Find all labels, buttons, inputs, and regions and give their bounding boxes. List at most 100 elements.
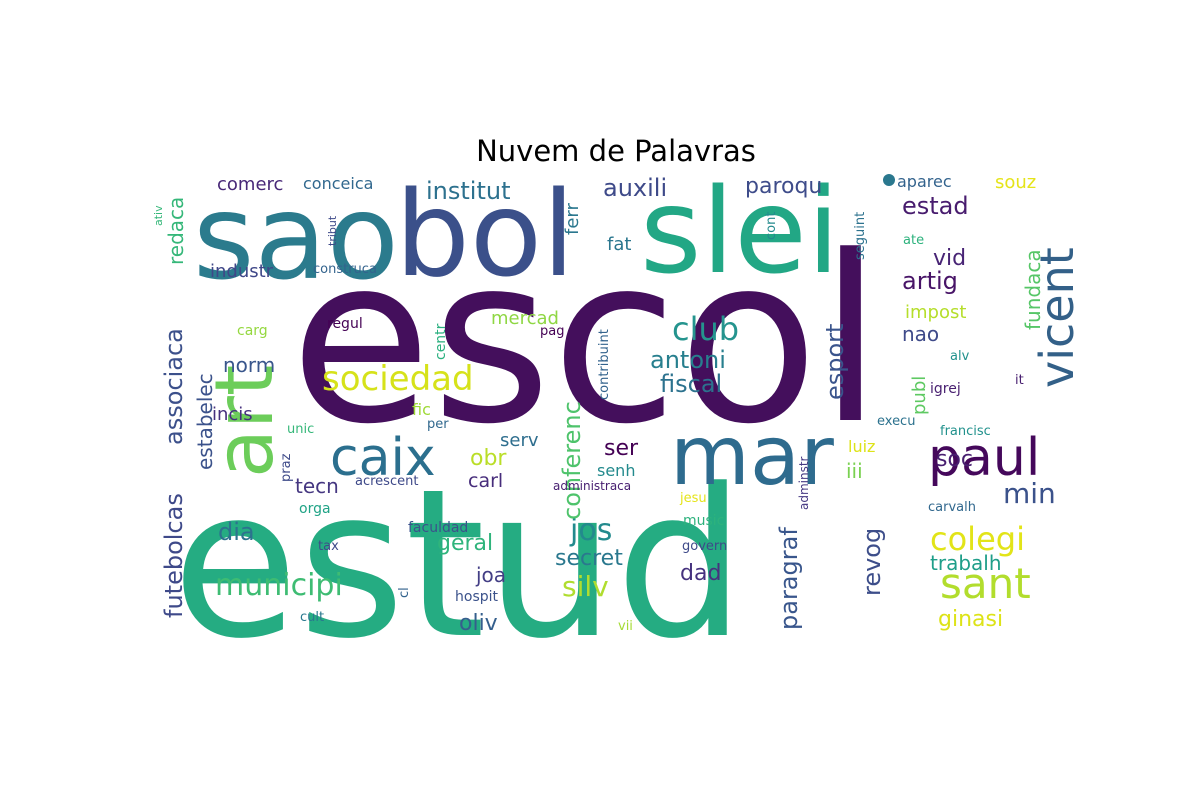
- word-vicent: vicent: [1030, 247, 1084, 388]
- dot-mark: [883, 174, 895, 186]
- word-ginasi: ginasi: [938, 607, 1003, 632]
- word-bol: bol: [395, 165, 575, 303]
- word-incis: incis: [212, 404, 253, 425]
- word-carvalh: carvalh: [928, 500, 976, 515]
- word-joa: joa: [475, 563, 506, 587]
- chart-title: Nuvem de Palavras: [476, 134, 756, 168]
- word-fat: fat: [607, 234, 631, 255]
- word-centr: centr: [433, 323, 449, 360]
- word-dia: dia: [218, 518, 255, 546]
- word-municipi: municipi: [215, 568, 343, 603]
- word-paragraf: paragraf: [775, 527, 803, 630]
- word-music: music: [683, 513, 724, 529]
- word-tax: tax: [318, 539, 339, 554]
- word-caix: caix: [330, 428, 436, 488]
- word-administraca: administraca: [553, 479, 631, 493]
- word-contribuint: contribuint: [597, 329, 612, 400]
- word-revog: revog: [858, 528, 886, 596]
- word-esport: esport: [821, 324, 849, 400]
- word-associaca: associaca: [160, 328, 188, 445]
- word-acrescent: acrescent: [355, 474, 418, 489]
- word-orga: orga: [299, 501, 331, 517]
- word-jos: jos: [569, 513, 612, 548]
- word-fic: fic: [412, 400, 431, 419]
- word-conferenc: conferenc: [558, 401, 586, 520]
- word-soc: soc: [936, 447, 973, 472]
- word-vid: vid: [933, 246, 966, 271]
- word-govern: govern: [682, 539, 727, 554]
- word-colegi: colegi: [930, 520, 1025, 558]
- word-iii: iii: [846, 459, 863, 483]
- word-adminstr: adminstr: [797, 456, 811, 510]
- word-oliv: oliv: [459, 611, 498, 636]
- word-faculdad: faculdad: [408, 520, 468, 536]
- word-sociedad: sociedad: [322, 359, 474, 399]
- word-publ: publ: [909, 376, 930, 415]
- word-geral: geral: [437, 531, 493, 556]
- word-club: club: [672, 310, 739, 348]
- word-luiz: luiz: [848, 437, 875, 456]
- word-vii: vii: [618, 619, 633, 634]
- word-francisc: francisc: [940, 424, 991, 439]
- word-execu: execu: [877, 414, 915, 429]
- word-fiscal: fiscal: [660, 370, 722, 398]
- word-tecn: tecn: [295, 474, 339, 498]
- word-carl: carl: [468, 470, 503, 492]
- word-aparec: aparec: [897, 172, 952, 191]
- word-futebolcas: futebolcas: [160, 493, 188, 618]
- word-fundaca: fundaca: [1021, 249, 1045, 330]
- word-norm: norm: [223, 353, 275, 377]
- word-comerc: comerc: [217, 174, 283, 195]
- word-mar: mar: [670, 409, 834, 504]
- word-paroqu: paroqu: [745, 174, 822, 199]
- word-igrej: igrej: [930, 381, 961, 397]
- word-estad: estad: [902, 192, 969, 220]
- word-impost: impost: [905, 302, 966, 323]
- word-seguint: seguint: [853, 212, 868, 260]
- word-unic: unic: [287, 422, 314, 437]
- word-art: art: [198, 365, 291, 478]
- word-silv: silv: [562, 570, 609, 603]
- word-paul: paul: [928, 428, 1040, 488]
- word-ferr: ferr: [562, 203, 583, 235]
- word-redaca: redaca: [164, 197, 188, 265]
- word-auxili: auxili: [603, 174, 667, 202]
- word-cont: cont: [764, 212, 779, 240]
- word-ativ: ativ: [152, 205, 165, 226]
- word-mercad: mercad: [491, 308, 559, 329]
- word-jesu: jesu: [679, 491, 707, 506]
- word-alv: alv: [950, 349, 970, 364]
- word-estabelec: estabelec: [193, 373, 217, 470]
- word-conceica: conceica: [303, 174, 373, 193]
- word-sant: sant: [940, 559, 1031, 608]
- word-nao: nao: [902, 322, 939, 346]
- word-tribut: tribut: [326, 215, 339, 246]
- word-carg: carg: [237, 323, 268, 339]
- word-ser: ser: [604, 436, 639, 461]
- word-cult: cult: [300, 610, 324, 625]
- word-it: it: [1015, 373, 1024, 388]
- word-estud: estud: [172, 446, 745, 684]
- word-praz: praz: [279, 453, 294, 482]
- word-dad: dad: [680, 561, 721, 586]
- word-sao: sao: [193, 168, 399, 306]
- word-souz: souz: [995, 172, 1036, 193]
- word-min: min: [1003, 477, 1056, 510]
- word-per: per: [427, 417, 449, 432]
- word-cl: cl: [397, 587, 412, 598]
- word-pag: pag: [540, 324, 564, 339]
- word-institut: institut: [426, 177, 511, 205]
- word-trabalh: trabalh: [930, 551, 1002, 575]
- word-construca: construca: [313, 262, 377, 277]
- word-antoni: antoni: [650, 346, 726, 374]
- word-slei: slei: [640, 162, 840, 300]
- word-obr: obr: [470, 446, 507, 471]
- word-industr: industr: [210, 261, 274, 282]
- word-serv: serv: [500, 430, 539, 451]
- word-ate: ate: [903, 233, 924, 248]
- word-senh: senh: [597, 461, 635, 480]
- word-escol: escol: [290, 208, 882, 475]
- word-regul: regul: [327, 316, 363, 332]
- word-secret: secret: [555, 546, 623, 571]
